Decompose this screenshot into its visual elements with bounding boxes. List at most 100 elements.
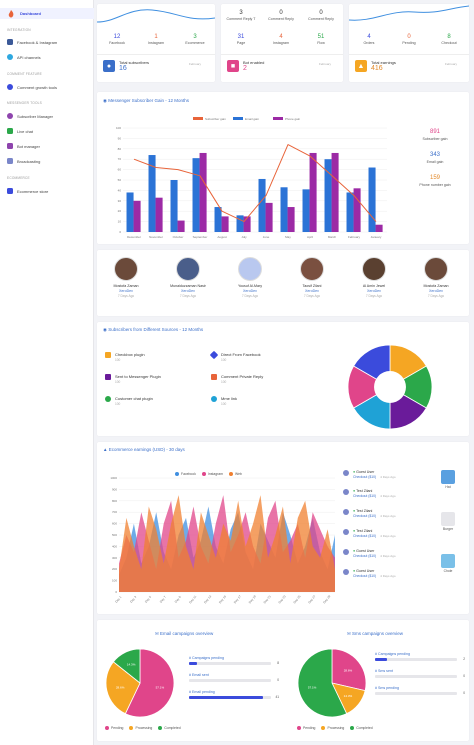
- order-item[interactable]: ● Test Zilani Checkout ($10) 4 Days Ago: [343, 489, 396, 499]
- order-time: 4 Days Ago: [380, 494, 396, 498]
- sidebar-item-bot-manager[interactable]: Bot manager: [7, 142, 40, 150]
- progress-row: # Campaigns pending 2: [375, 652, 465, 661]
- avatar: [300, 257, 324, 281]
- sidebar-item-label: Bot manager: [17, 143, 40, 149]
- source-item: Checkbox plugin 100: [105, 352, 145, 362]
- sidebar-item-label: Subscriber Manager: [17, 113, 54, 119]
- sidebar-item-live-chat[interactable]: Live chat: [7, 127, 33, 135]
- y-tick-label: 50: [118, 178, 122, 182]
- progress-label: Email sent: [192, 673, 209, 677]
- chat-icon: [7, 128, 13, 134]
- sidebar-item-facebook-instagram[interactable]: Facebook & Instagram: [7, 38, 57, 46]
- user-avatar-icon: [343, 529, 349, 535]
- bar-phone: [353, 188, 361, 232]
- stat-label: Instagram: [148, 41, 164, 45]
- robot-icon: ■: [227, 60, 239, 72]
- subscriber-card[interactable]: Taosif Zilani XeroDev 7 Days Ago: [287, 257, 337, 298]
- x-tick-label: Day 19: [248, 594, 257, 604]
- product-item[interactable]: Hat: [436, 470, 460, 489]
- logo-icon: [8, 10, 14, 18]
- earnings-area-chart: 0 100 200 300 400 500 600 700 800 900 1000 Day 1 Day…: [110, 476, 335, 604]
- source-count: 100: [115, 358, 121, 362]
- sidebar-item-api-channels[interactable]: API channels: [7, 53, 41, 61]
- section-title-text: Messenger Subscriber Gain - 12 Months: [108, 98, 189, 103]
- stat-label: Page: [236, 41, 246, 45]
- progress-count: 0: [463, 674, 465, 678]
- x-tick-label: Day 9: [174, 595, 182, 604]
- x-tick-label: Day 13: [203, 594, 212, 604]
- subscriber-time: 7 Days Ago: [365, 294, 383, 298]
- stat-comment-reply-2: 0 Comment Reply: [261, 10, 301, 21]
- bar-phone: [199, 152, 207, 232]
- source-label: Sent to Messenger Plugin: [115, 374, 161, 379]
- sidebar-item-broadcasting[interactable]: Broadcasting: [7, 157, 40, 165]
- progress-label: Campaigns pending: [192, 656, 224, 660]
- order-product: Checkout ($10): [353, 475, 377, 479]
- sidebar-item-ecommerce-store[interactable]: Ecommerce store: [7, 187, 48, 195]
- order-user: Test Zilani: [356, 529, 373, 533]
- stat-instagram: 1 Instagram: [136, 34, 176, 45]
- bar-phone: [221, 216, 229, 232]
- section-title-text: Subscribers from Different Sources - 12 …: [108, 327, 204, 332]
- x-tick-label: March: [328, 235, 337, 239]
- users-icon: ●: [103, 60, 115, 72]
- bar-phone: [133, 200, 141, 232]
- source-item: Mme link 100: [211, 396, 237, 406]
- product-item[interactable]: Burger: [436, 512, 460, 531]
- earnings-legend: Facebook Instagram Web: [175, 472, 242, 477]
- x-tick-label: Day 15: [218, 594, 227, 604]
- x-tick-label: September: [193, 235, 208, 239]
- subscriber-name: Munaiduzzaman Nasir: [170, 284, 206, 288]
- y-tick-label: 70: [118, 157, 122, 161]
- order-item[interactable]: ● Guest User Checkout ($10) 4 Days Ago: [343, 549, 396, 559]
- sms-legend: Pending Processing Completed: [297, 726, 373, 731]
- y-tick-label: 600: [112, 522, 117, 526]
- bar-email: [302, 189, 310, 232]
- forward-icon: [105, 374, 111, 380]
- subscriber-card[interactable]: Al Amin Jewel XeroDev 7 Days Ago: [349, 257, 399, 298]
- avatar: [238, 257, 262, 281]
- stat-card-integrations: 12 Facebook 1 Instagram 3 Ecommerce ● Total…: [97, 4, 215, 82]
- sidebar-item-dashboard[interactable]: [0, 8, 94, 19]
- subscriber-page: XeroDev: [305, 289, 319, 293]
- subscriber-time: 7 Days Ago: [241, 294, 259, 298]
- tile-total-earnings: ▲ Total earnings 416 February: [355, 60, 457, 72]
- tile-title: Total subscribers: [119, 60, 150, 65]
- donut-hole: [374, 371, 406, 403]
- bar-phone: [155, 197, 163, 232]
- stat-label: Facebook: [109, 41, 125, 45]
- pie-slice-label: 14.3%: [344, 694, 353, 698]
- bar-email: [258, 178, 266, 232]
- product-item[interactable]: Chole: [436, 554, 460, 573]
- subscriber-card[interactable]: Yousuf Al-Mary XeroDev 7 Days Ago: [225, 257, 275, 298]
- progress-bar: [375, 692, 457, 695]
- stat-label: Comment Reply T: [226, 17, 256, 21]
- y-tick-label: 20: [118, 209, 122, 213]
- sidebar-item-comment-growth[interactable]: Comment growth tools: [7, 83, 57, 91]
- stat-label: Flow: [317, 41, 325, 45]
- bar-email: [148, 155, 156, 232]
- sidebar-section-messenger: MESSENGER TOOLS: [7, 101, 42, 105]
- line-subscriber-gain: [133, 144, 377, 223]
- x-tick-label: May: [285, 235, 291, 239]
- side-stat-value: 159: [429, 175, 440, 181]
- sidebar-section-comment: COMMENT FEATURE: [7, 72, 42, 76]
- wifi-icon: [7, 54, 13, 60]
- subscriber-card[interactable]: Mostofa Zaman XeroDev 7 Days Ago: [411, 257, 461, 298]
- order-item[interactable]: ● Guest User Checkout ($10) 4 Days Ago: [343, 569, 396, 579]
- progress-count: 0: [463, 691, 465, 695]
- order-item[interactable]: ● Test Zilani Checkout ($10) 4 Days Ago: [343, 509, 396, 519]
- tile-date: February: [189, 62, 202, 66]
- sidebar-item-subscriber-manager[interactable]: Subscriber Manager: [7, 112, 53, 120]
- area-series: [119, 495, 335, 592]
- subscriber-card[interactable]: Mostofa Zaman XeroDev 7 Days Ago: [101, 257, 151, 298]
- subscriber-name: Mostofa Zaman: [113, 284, 139, 288]
- store-icon: [7, 188, 13, 194]
- pie-slice: [347, 365, 391, 409]
- tile-date: February: [319, 62, 332, 66]
- order-item[interactable]: ● Test Zilani Checkout ($10) 4 Days Ago: [343, 529, 396, 539]
- subscriber-name: Yousuf Al-Mary: [237, 284, 263, 288]
- avatar: [114, 257, 138, 281]
- order-item[interactable]: ● Guest User Checkout ($10) 4 Days Ago: [343, 470, 396, 480]
- subscriber-card[interactable]: Munaiduzzaman Nasir XeroDev 7 Days Ago: [163, 257, 213, 298]
